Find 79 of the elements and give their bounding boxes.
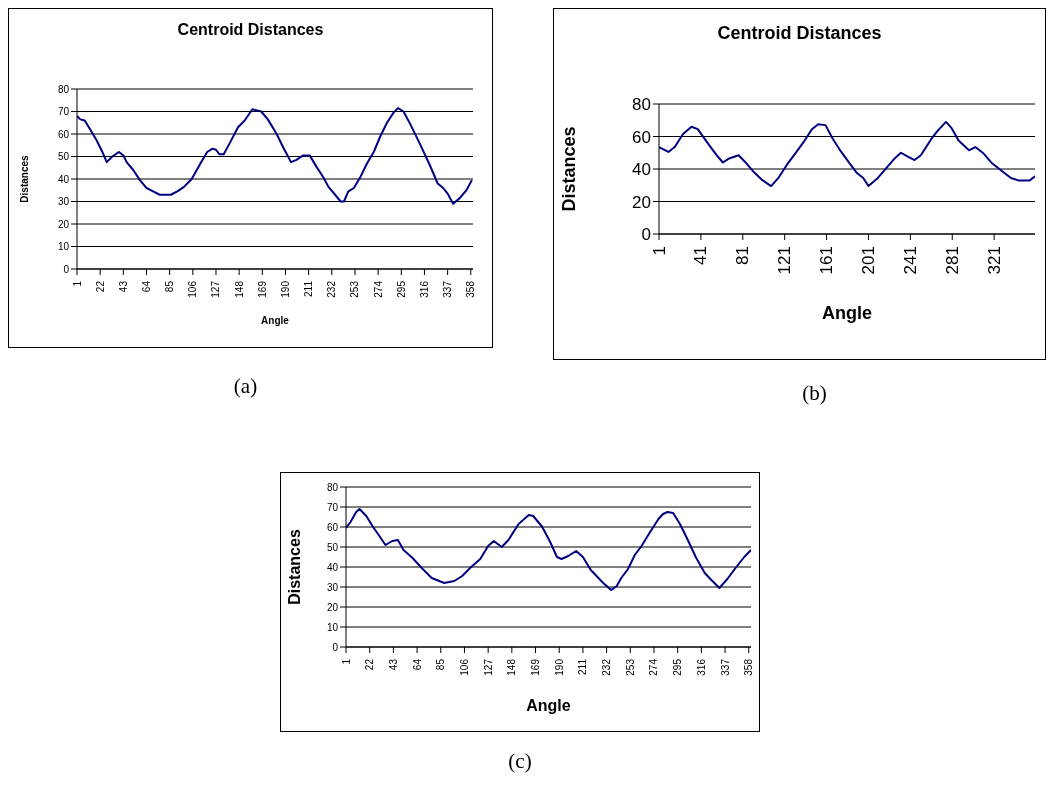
x-tick-label: 232 — [326, 280, 338, 298]
text: (b) — [801, 381, 828, 406]
x-tick-label: 22 — [364, 658, 376, 671]
x-tick-label: 232 — [601, 658, 613, 676]
x-tick-label: 106 — [458, 658, 470, 676]
y-axis-title: Distances — [285, 529, 303, 605]
x-tick-label: 43 — [387, 658, 399, 671]
x-tick-label: 253 — [624, 658, 636, 676]
y-tick-label: 60 — [57, 128, 70, 140]
y-tick-label: 40 — [57, 173, 70, 185]
x-tick-label: 358 — [743, 658, 755, 676]
text: (a) — [232, 374, 259, 399]
y-axis-title: Distances — [559, 126, 580, 212]
x-tick-label: 295 — [672, 658, 684, 676]
x-axis-title: Angle — [526, 697, 571, 714]
chart-title: Centroid Distances — [176, 21, 325, 39]
y-tick-label: 30 — [326, 581, 339, 593]
x-tick-label: 169 — [256, 280, 268, 298]
x-tick-label: 169 — [530, 658, 542, 676]
x-tick-label: 358 — [465, 280, 477, 298]
x-tick-label: 241 — [900, 246, 920, 275]
x-tick-label: 1 — [340, 658, 352, 665]
y-tick-label: 0 — [63, 263, 70, 275]
x-tick-label: 337 — [442, 280, 454, 298]
x-tick-label: 41 — [691, 246, 711, 265]
y-axis-title: Distances — [18, 154, 30, 203]
x-tick-label: 211 — [577, 658, 589, 675]
y-tick-label: 20 — [632, 192, 651, 212]
x-tick-label: 85 — [435, 658, 447, 671]
y-tick-label: 60 — [326, 521, 339, 533]
x-tick-label: 127 — [210, 280, 222, 298]
y-tick-label: 10 — [57, 241, 70, 253]
y-tick-label: 40 — [326, 561, 339, 573]
y-tick-label: 30 — [57, 196, 70, 208]
y-tick-label: 40 — [632, 160, 651, 180]
y-tick-label: 60 — [632, 127, 651, 147]
y-tick-label: 80 — [632, 95, 651, 115]
x-tick-label: 81 — [733, 246, 753, 265]
x-axis-title: Angle — [821, 303, 873, 323]
y-tick-label: 10 — [326, 621, 339, 633]
x-tick-label: 190 — [553, 658, 565, 676]
chart-title: Centroid Distances — [716, 23, 883, 44]
y-tick-label: 80 — [57, 83, 70, 95]
x-tick-label: 190 — [279, 280, 291, 298]
x-tick-label: 64 — [411, 658, 423, 671]
x-tick-label: 43 — [117, 280, 129, 293]
x-tick-label: 295 — [395, 280, 407, 298]
x-tick-label: 316 — [695, 658, 707, 676]
text: (c) — [507, 749, 533, 774]
y-tick-label: 70 — [326, 501, 339, 513]
x-axis-title: Angle — [261, 315, 290, 326]
x-tick-label: 22 — [94, 280, 106, 293]
y-tick-label: 0 — [332, 641, 339, 653]
x-tick-label: 211 — [303, 280, 315, 297]
x-tick-label: 64 — [140, 280, 152, 293]
x-tick-label: 1 — [649, 246, 669, 256]
x-tick-label: 121 — [775, 246, 795, 275]
x-tick-label: 161 — [817, 246, 837, 275]
x-tick-label: 274 — [648, 658, 660, 676]
y-tick-label: 20 — [57, 218, 70, 230]
x-tick-label: 337 — [719, 658, 731, 676]
x-tick-label: 106 — [187, 280, 199, 298]
x-tick-label: 316 — [418, 280, 430, 298]
y-tick-label: 0 — [641, 225, 651, 245]
y-tick-label: 50 — [326, 541, 339, 553]
y-tick-label: 20 — [326, 601, 339, 613]
x-tick-label: 1 — [71, 280, 83, 287]
x-tick-label: 85 — [164, 280, 176, 293]
x-tick-label: 148 — [233, 280, 245, 298]
y-tick-label: 50 — [57, 151, 70, 163]
x-tick-label: 201 — [858, 246, 878, 275]
y-tick-label: 70 — [57, 106, 70, 118]
x-tick-label: 274 — [372, 280, 384, 298]
x-tick-label: 127 — [482, 658, 494, 676]
x-tick-label: 321 — [984, 246, 1004, 275]
x-tick-label: 281 — [942, 246, 962, 275]
x-tick-label: 148 — [506, 658, 518, 676]
x-tick-label: 253 — [349, 280, 361, 298]
y-tick-label: 80 — [326, 481, 339, 493]
